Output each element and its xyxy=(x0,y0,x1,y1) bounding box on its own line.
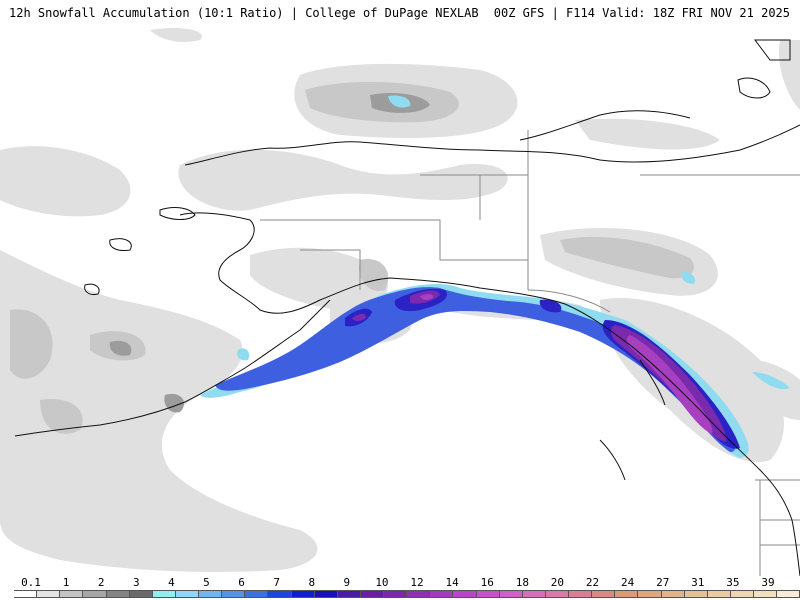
legend-swatch xyxy=(407,591,431,597)
legend-label: 31 xyxy=(691,576,705,589)
legend-swatch xyxy=(14,591,38,597)
legend-swatch xyxy=(430,591,454,597)
political-borders xyxy=(260,130,800,576)
legend-swatch xyxy=(337,591,361,597)
legend-swatch xyxy=(314,591,338,597)
legend-label: 6 xyxy=(238,576,245,589)
legend-swatch xyxy=(384,591,408,597)
legend-swatch xyxy=(106,591,130,597)
legend-swatch xyxy=(730,591,754,597)
legend-swatch xyxy=(453,591,477,597)
legend-swatch xyxy=(129,591,153,597)
legend-label: 39 xyxy=(761,576,775,589)
legend-swatch xyxy=(175,591,199,597)
legend-swatch xyxy=(291,591,315,597)
legend-label: 8 xyxy=(308,576,316,589)
legend-swatch xyxy=(476,591,500,597)
legend-label: 7 xyxy=(273,576,280,589)
legend-swatch xyxy=(152,591,176,597)
legend-swatch xyxy=(777,591,800,597)
legend-label: 18 xyxy=(515,576,529,589)
legend-label: 24 xyxy=(620,576,635,589)
legend-labels: 0.1 1 2 3 4 5 6 7 8 9 10 12 14 16 18 20 22 24 27 31 35 39 xyxy=(0,576,800,590)
legend-swatch xyxy=(522,591,546,597)
model-run-info: 00Z GFS | F114 Valid: 18Z FRI NOV 21 202… xyxy=(493,6,790,20)
snowfall-purple-peak xyxy=(420,293,713,434)
legend-swatch xyxy=(360,591,384,597)
legend-swatch xyxy=(615,591,639,597)
legend-label: 12 xyxy=(410,576,424,589)
legend-label: 2 xyxy=(97,576,105,589)
legend-label: 1 xyxy=(62,576,70,589)
legend-swatch xyxy=(83,591,107,597)
legend-swatch xyxy=(222,591,246,597)
legend-label: 0.1 xyxy=(21,576,41,589)
coastlines xyxy=(14,39,800,576)
legend-label: 10 xyxy=(375,576,389,589)
legend-swatch xyxy=(707,591,731,597)
legend-label: 16 xyxy=(480,576,494,589)
legend-swatch xyxy=(661,591,685,597)
legend-label: 22 xyxy=(585,576,600,589)
legend-label: 20 xyxy=(550,576,565,589)
legend-label: 14 xyxy=(445,576,459,589)
legend-swatch xyxy=(199,591,223,597)
header-bar: 12h Snowfall Accumulation (10:1 Ratio) |… xyxy=(0,0,800,24)
legend-swatch xyxy=(545,591,569,597)
snowfall-map xyxy=(0,24,800,576)
legend-swatch xyxy=(569,591,593,597)
legend-swatch xyxy=(268,591,292,597)
legend-label: 9 xyxy=(343,576,351,589)
legend-swatch xyxy=(37,591,61,597)
legend-label: 3 xyxy=(132,576,140,589)
legend-swatch xyxy=(499,591,523,597)
map-title: 12h Snowfall Accumulation (10:1 Ratio) |… xyxy=(9,6,479,20)
legend-label: 35 xyxy=(726,576,740,589)
legend-swatch xyxy=(684,591,708,597)
legend-swatch xyxy=(754,591,778,597)
legend-color-bar xyxy=(14,590,800,598)
legend-swatch xyxy=(592,591,616,597)
legend-label: 5 xyxy=(203,576,210,589)
legend-label: 4 xyxy=(168,576,175,589)
legend-swatch xyxy=(245,591,269,597)
legend-swatch xyxy=(638,591,662,597)
legend-swatch xyxy=(60,591,84,597)
legend-label: 27 xyxy=(656,576,670,589)
